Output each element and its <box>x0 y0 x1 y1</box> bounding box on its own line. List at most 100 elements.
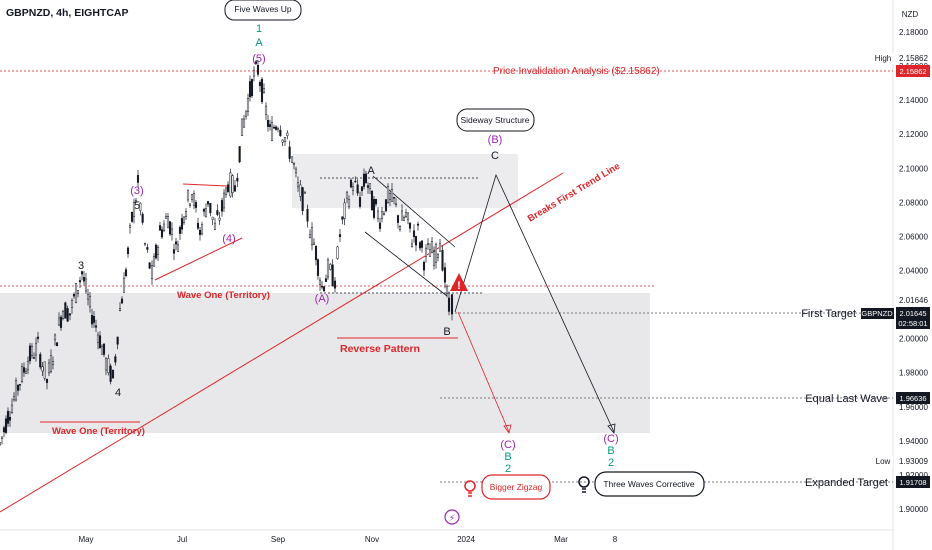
candle-body <box>376 210 380 220</box>
bigger-zigzag-box[interactable] <box>481 474 551 500</box>
candle-body <box>362 173 366 187</box>
candle-body <box>100 346 104 355</box>
candle-body <box>213 222 217 230</box>
low-value: 1.93009 <box>899 457 928 466</box>
candle-body <box>136 175 140 183</box>
candle-body <box>246 98 250 112</box>
candle-body <box>74 283 78 303</box>
reverse-pattern-label: Reverse Pattern <box>340 343 420 355</box>
candle-body <box>338 234 342 238</box>
candle-body <box>386 186 390 203</box>
candle-body <box>326 259 330 278</box>
breaks-first-trend-line-label: Breaks First Trend Line <box>526 161 622 225</box>
warning-glyph: ! <box>457 280 461 292</box>
candle-body <box>126 247 130 254</box>
candle-body <box>333 280 337 289</box>
sideway-zone <box>292 154 518 208</box>
price-tick-12: 1.92000 <box>899 471 928 480</box>
candle-body <box>294 168 298 174</box>
x-tick-mar: Mar <box>554 535 568 544</box>
candle-body <box>196 222 200 229</box>
candle-body <box>408 222 412 229</box>
symbol-title[interactable]: GBPNZD, 4h, EIGHTCAP <box>6 7 129 19</box>
candle-body <box>252 69 256 77</box>
candle-body <box>406 212 410 221</box>
candle-body <box>188 203 192 206</box>
candle-body <box>358 197 362 207</box>
candle-body <box>436 253 440 258</box>
candle-body <box>49 355 53 372</box>
three-waves-corrective-box[interactable] <box>594 471 705 497</box>
price-tick-6: 2.06000 <box>899 232 928 241</box>
price-invalidation-label: Price Invalidation Analysis ($2.15862) <box>493 66 660 77</box>
candle-body <box>88 296 92 308</box>
candle-body <box>394 203 398 206</box>
low-tag-bg <box>873 456 893 467</box>
five-waves-up-label: Five Waves Up <box>234 4 292 14</box>
candle-body <box>184 211 188 217</box>
symbol-tag-bg <box>861 308 894 319</box>
candle-body <box>412 230 416 237</box>
candle-body <box>266 120 270 127</box>
candle-body <box>141 213 144 223</box>
sideway-structure-label: Sideway Structure <box>461 115 530 125</box>
candle-body <box>254 61 258 64</box>
candle-body <box>132 202 136 218</box>
candle-body <box>8 416 12 421</box>
candle-body <box>236 177 239 182</box>
candle-body <box>20 366 24 382</box>
candle-body <box>220 200 224 212</box>
time-axis: May Jul Sep Nov 2024 Mar 8 <box>78 535 617 544</box>
candle-body <box>162 223 166 231</box>
x-tick-jul: Jul <box>177 535 187 544</box>
equal-last-wave-label: Equal Last Wave <box>805 393 888 405</box>
candle-body <box>426 243 430 245</box>
sideway-structure-box[interactable] <box>456 108 535 132</box>
candle-body <box>224 187 228 195</box>
channel-upper-line <box>372 175 456 248</box>
candle-body <box>368 183 372 189</box>
price-tick-11: 1.94000 <box>899 437 928 446</box>
candle-body <box>322 286 326 292</box>
five-waves-up-box[interactable] <box>224 0 302 21</box>
price-tick-2: 2.14000 <box>899 96 928 105</box>
candle-body <box>130 211 134 222</box>
candle-body <box>53 334 57 341</box>
candle-body <box>312 242 316 245</box>
equal-last-wave-value: 1.96636 <box>899 394 926 403</box>
flash-event-icon[interactable] <box>444 509 460 525</box>
candle-body <box>204 208 208 218</box>
candle-body <box>441 249 444 271</box>
candle-body <box>349 179 353 188</box>
candle-body <box>51 361 55 365</box>
candle-body <box>274 126 278 130</box>
candle-body <box>4 418 8 433</box>
invalidation-value: 2.15862 <box>899 67 926 76</box>
candle-body <box>447 297 451 312</box>
wave-c-paren-left: (C) <box>500 439 515 451</box>
candle-body <box>209 202 212 214</box>
candle-body <box>238 146 241 163</box>
candle-body <box>268 124 272 127</box>
candle-body <box>445 285 449 294</box>
candle-body <box>345 191 349 199</box>
candle-body <box>222 192 226 209</box>
flash-glyph: ⚡ <box>449 514 455 524</box>
candle-body <box>318 279 322 285</box>
candle-body <box>134 199 138 203</box>
candle-body <box>14 380 18 401</box>
candle-body <box>102 343 106 355</box>
candle-body <box>116 336 119 345</box>
candle-body <box>414 236 418 246</box>
wave-c-black: C <box>491 150 499 162</box>
candle-body <box>279 129 282 136</box>
candle-body <box>118 308 122 311</box>
candle-body <box>351 186 355 191</box>
candle-body <box>258 82 262 86</box>
candle-body <box>343 202 346 219</box>
wave-a-black: A <box>367 165 375 177</box>
candle-body <box>402 217 406 221</box>
candle-body <box>372 198 376 218</box>
candle-body <box>272 127 276 129</box>
